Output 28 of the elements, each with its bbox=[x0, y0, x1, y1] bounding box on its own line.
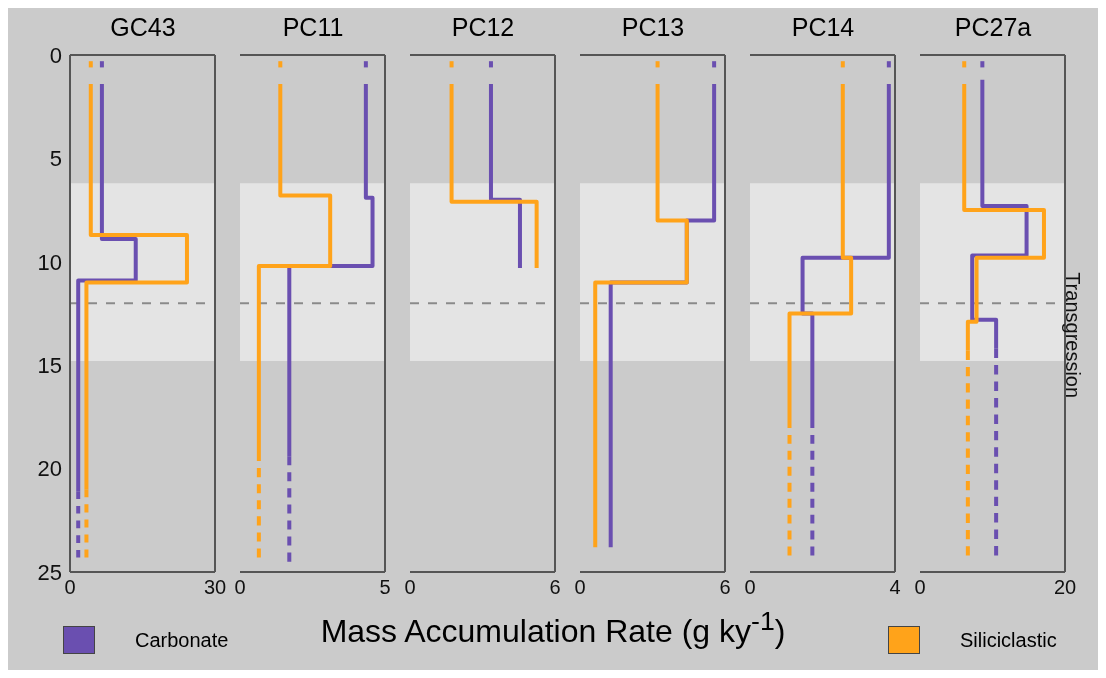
legend-label: Siliciclastic bbox=[960, 628, 1057, 652]
chart-title: GC43 bbox=[110, 13, 176, 41]
x-tick-label: 0 bbox=[234, 576, 246, 599]
chart-title: PC14 bbox=[791, 13, 855, 41]
x-tick-label: 0 bbox=[744, 576, 756, 599]
band-label: Transgression bbox=[1061, 272, 1084, 399]
x-axis-title: Mass Accumulation Rate (g ky$^{-1}$) bbox=[320, 606, 786, 649]
chart-title: PC13 bbox=[621, 13, 685, 41]
chart-title: PC11 bbox=[282, 13, 344, 41]
chart-title: PC27a bbox=[954, 13, 1032, 41]
x-tick-label: 30 bbox=[203, 576, 227, 599]
x-tick-label: 4 bbox=[889, 576, 901, 599]
y-tick-label: 25 bbox=[37, 559, 62, 585]
y-tick-label: 15 bbox=[37, 353, 62, 379]
x-tick-label: 6 bbox=[549, 576, 561, 599]
x-tick-label: 0 bbox=[64, 576, 76, 599]
x-tick-label: 20 bbox=[1053, 576, 1077, 599]
chart-title: PC12 bbox=[451, 13, 515, 41]
x-tick-label: 0 bbox=[914, 576, 926, 599]
y-tick-label: 10 bbox=[37, 249, 62, 275]
y-tick-label: 20 bbox=[37, 456, 62, 482]
x-tick-label: 0 bbox=[404, 576, 416, 599]
y-tick-label: 0 bbox=[49, 42, 62, 68]
legend-label: Carbonate bbox=[135, 628, 229, 652]
y-tick-label: 5 bbox=[49, 146, 62, 172]
x-tick-label: 5 bbox=[379, 576, 391, 599]
x-tick-label: 0 bbox=[574, 576, 586, 599]
x-tick-label: 6 bbox=[719, 576, 731, 599]
